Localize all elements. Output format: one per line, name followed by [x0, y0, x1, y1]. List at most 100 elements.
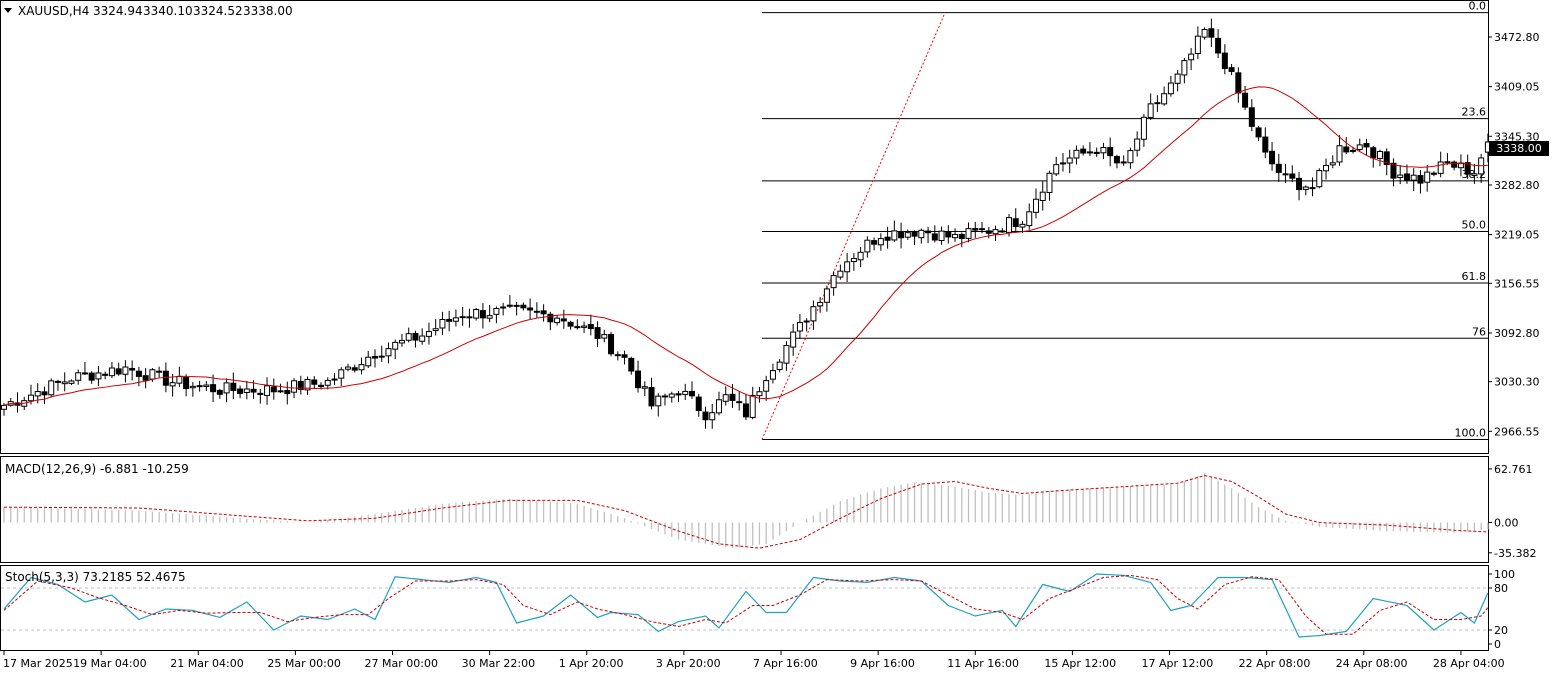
- candle-body: [695, 396, 702, 412]
- candle-body: [1376, 151, 1383, 159]
- macd-y-tick-label: -35.382: [1494, 547, 1536, 560]
- candle-body: [1012, 218, 1019, 228]
- candle-body: [1464, 162, 1471, 175]
- x-tick-label: 9 Apr 16:00: [850, 657, 915, 670]
- fib-level-label: 0.0: [1469, 0, 1487, 13]
- candle-body: [1383, 151, 1390, 166]
- candle-body: [992, 229, 999, 235]
- candle-body: [641, 386, 648, 389]
- candle-body: [189, 385, 196, 389]
- stoch-y-tick-label: 100: [1494, 568, 1515, 581]
- candle-body: [594, 327, 601, 339]
- candle-body: [918, 229, 925, 239]
- candle-body: [1188, 53, 1195, 61]
- candle-body: [742, 403, 749, 418]
- candle-body: [398, 339, 405, 344]
- candle-body: [587, 324, 594, 330]
- candle-body: [850, 257, 857, 263]
- x-tick-label: 25 Mar 00:00: [267, 657, 340, 670]
- current-price-tag: 3338.00: [1489, 141, 1549, 156]
- price-y-tick-label: 3345.30: [1494, 130, 1540, 143]
- candle-body: [999, 230, 1006, 233]
- x-tick-label: 17 Mar 2025: [3, 657, 73, 670]
- candle-body: [412, 332, 419, 341]
- candle-body: [446, 318, 453, 322]
- candle-body: [682, 390, 689, 395]
- candle-body: [108, 367, 115, 377]
- candle-body: [1471, 173, 1478, 176]
- candle-body: [1140, 116, 1147, 140]
- candle-body: [196, 385, 203, 388]
- candle-body: [1296, 177, 1303, 191]
- candle-body: [1194, 35, 1201, 55]
- candle-body: [877, 238, 884, 246]
- candle-body: [1059, 162, 1066, 165]
- candle-body: [1397, 174, 1404, 179]
- candle-body: [554, 317, 561, 324]
- candle-body: [1451, 161, 1458, 168]
- candle-body: [958, 233, 965, 240]
- candle-body: [668, 393, 675, 398]
- candle-body: [385, 348, 392, 357]
- stoch-layer: [1, 573, 1489, 638]
- price-y-tick-label: 3156.55: [1494, 277, 1540, 290]
- candle-body: [702, 411, 709, 421]
- candle-body: [493, 307, 500, 315]
- x-tick-label: 21 Mar 04:00: [170, 657, 243, 670]
- candle-body: [230, 382, 237, 391]
- x-tick-label: 22 Apr 08:00: [1239, 657, 1311, 670]
- candle-body: [419, 335, 426, 342]
- x-tick-label: 11 Apr 16:00: [947, 657, 1019, 670]
- candle-body: [1161, 93, 1168, 105]
- candle-body: [1127, 150, 1134, 164]
- candle-body: [486, 315, 493, 319]
- ohlc-open: 3324.94: [93, 4, 143, 18]
- candle-body: [392, 341, 399, 350]
- candle-body: [1039, 191, 1046, 201]
- candle-body: [1100, 146, 1107, 154]
- candle-body: [500, 306, 507, 309]
- candle-body: [864, 239, 871, 253]
- candle-body: [1410, 174, 1417, 181]
- candle-body: [1215, 37, 1222, 54]
- candle-body: [439, 319, 446, 329]
- candle-body: [1350, 149, 1356, 152]
- candle-body: [338, 369, 345, 379]
- candle-body: [318, 384, 325, 388]
- candle-body: [817, 301, 824, 307]
- candle-body: [102, 373, 109, 376]
- candle-body: [527, 307, 534, 311]
- candle-body: [581, 325, 588, 328]
- candle-body: [304, 378, 311, 391]
- candle-body: [466, 316, 473, 319]
- candle-body: [358, 364, 365, 371]
- candle-body: [68, 380, 75, 384]
- candle-body: [688, 390, 695, 397]
- candle-body: [884, 236, 891, 241]
- candle-body: [237, 388, 244, 394]
- candle-body: [88, 372, 95, 381]
- candle-body: [1269, 150, 1276, 165]
- candle-body: [1336, 145, 1343, 163]
- candle-body: [149, 369, 156, 380]
- candle-body: [729, 393, 736, 401]
- price-y-tick-label: 2966.55: [1494, 425, 1540, 438]
- candle-body: [769, 370, 776, 380]
- candle-body: [277, 390, 284, 393]
- candle-body: [972, 228, 979, 231]
- candle-body: [796, 322, 803, 332]
- price-y-tick-label: 3092.80: [1494, 327, 1540, 340]
- x-tick-label: 28 Apr 04:00: [1433, 657, 1505, 670]
- candle-body: [1275, 163, 1282, 173]
- x-tick-label: 24 Apr 08:00: [1336, 657, 1408, 670]
- x-tick-label: 1 Apr 20:00: [559, 657, 624, 670]
- candle-body: [203, 384, 210, 387]
- symbol-label[interactable]: XAUUSD,H4: [18, 4, 89, 18]
- candle-body: [1006, 217, 1013, 233]
- candle-body: [142, 375, 149, 381]
- symbol-dropdown-icon[interactable]: [4, 8, 12, 13]
- candle-body: [1444, 161, 1451, 164]
- price-y-tick-label: 3219.05: [1494, 229, 1540, 242]
